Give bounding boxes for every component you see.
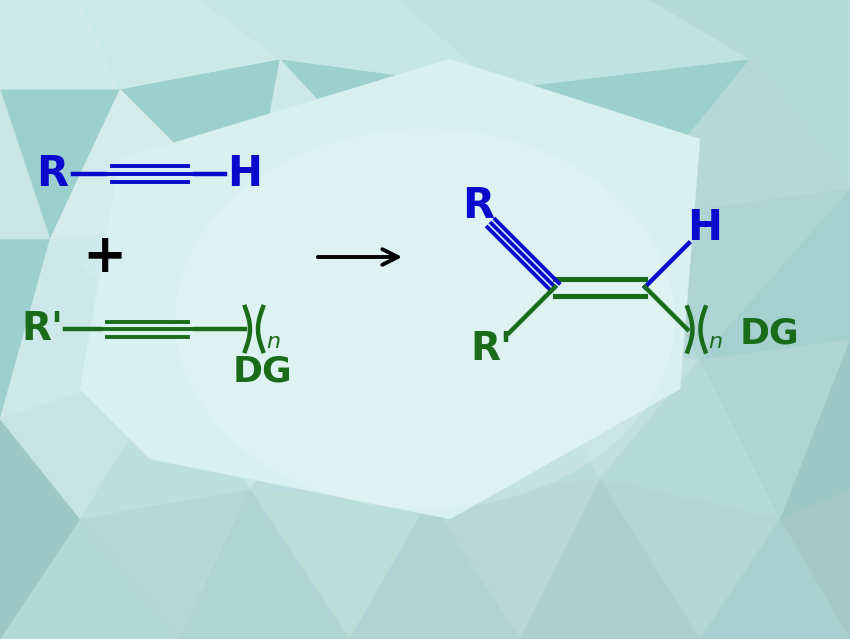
Polygon shape bbox=[700, 489, 850, 639]
Polygon shape bbox=[0, 89, 50, 239]
Polygon shape bbox=[700, 339, 850, 519]
Polygon shape bbox=[520, 339, 700, 479]
Polygon shape bbox=[750, 0, 850, 189]
Polygon shape bbox=[620, 59, 850, 219]
Polygon shape bbox=[180, 489, 350, 639]
Text: +: + bbox=[82, 231, 128, 283]
Polygon shape bbox=[80, 359, 250, 519]
Polygon shape bbox=[80, 59, 700, 519]
Polygon shape bbox=[80, 0, 280, 89]
Polygon shape bbox=[650, 0, 850, 189]
Polygon shape bbox=[180, 219, 350, 359]
Polygon shape bbox=[80, 489, 250, 639]
Polygon shape bbox=[350, 499, 520, 639]
Polygon shape bbox=[350, 189, 520, 359]
Polygon shape bbox=[0, 0, 120, 89]
Polygon shape bbox=[500, 0, 750, 89]
Polygon shape bbox=[430, 339, 600, 499]
Text: n: n bbox=[266, 332, 280, 352]
Polygon shape bbox=[250, 59, 400, 219]
Text: R': R' bbox=[21, 310, 63, 348]
Polygon shape bbox=[0, 0, 120, 89]
Polygon shape bbox=[520, 479, 700, 639]
Polygon shape bbox=[180, 489, 350, 639]
Polygon shape bbox=[0, 419, 80, 639]
Polygon shape bbox=[50, 89, 250, 239]
Polygon shape bbox=[50, 219, 250, 359]
Polygon shape bbox=[620, 189, 850, 359]
Polygon shape bbox=[280, 0, 500, 89]
Polygon shape bbox=[600, 359, 780, 519]
Polygon shape bbox=[600, 479, 780, 639]
Polygon shape bbox=[250, 359, 430, 499]
Text: H: H bbox=[228, 153, 263, 195]
Polygon shape bbox=[350, 499, 520, 639]
Text: H: H bbox=[687, 206, 722, 249]
Text: R: R bbox=[36, 153, 68, 195]
Ellipse shape bbox=[175, 129, 675, 509]
Text: DG: DG bbox=[740, 316, 799, 350]
Polygon shape bbox=[780, 339, 850, 519]
Polygon shape bbox=[0, 359, 180, 519]
Polygon shape bbox=[430, 479, 600, 639]
Text: R': R' bbox=[470, 330, 513, 367]
Polygon shape bbox=[0, 519, 180, 639]
Text: DG: DG bbox=[232, 354, 292, 388]
Polygon shape bbox=[400, 0, 750, 89]
Polygon shape bbox=[0, 239, 180, 419]
Polygon shape bbox=[350, 339, 520, 499]
Polygon shape bbox=[200, 0, 500, 89]
Polygon shape bbox=[180, 359, 350, 489]
Polygon shape bbox=[700, 519, 850, 639]
Text: n: n bbox=[708, 332, 722, 353]
Polygon shape bbox=[520, 479, 700, 639]
Polygon shape bbox=[120, 0, 280, 89]
Polygon shape bbox=[520, 219, 700, 359]
Polygon shape bbox=[400, 89, 620, 219]
Polygon shape bbox=[250, 489, 430, 639]
Polygon shape bbox=[700, 189, 850, 359]
Text: R: R bbox=[462, 185, 495, 227]
